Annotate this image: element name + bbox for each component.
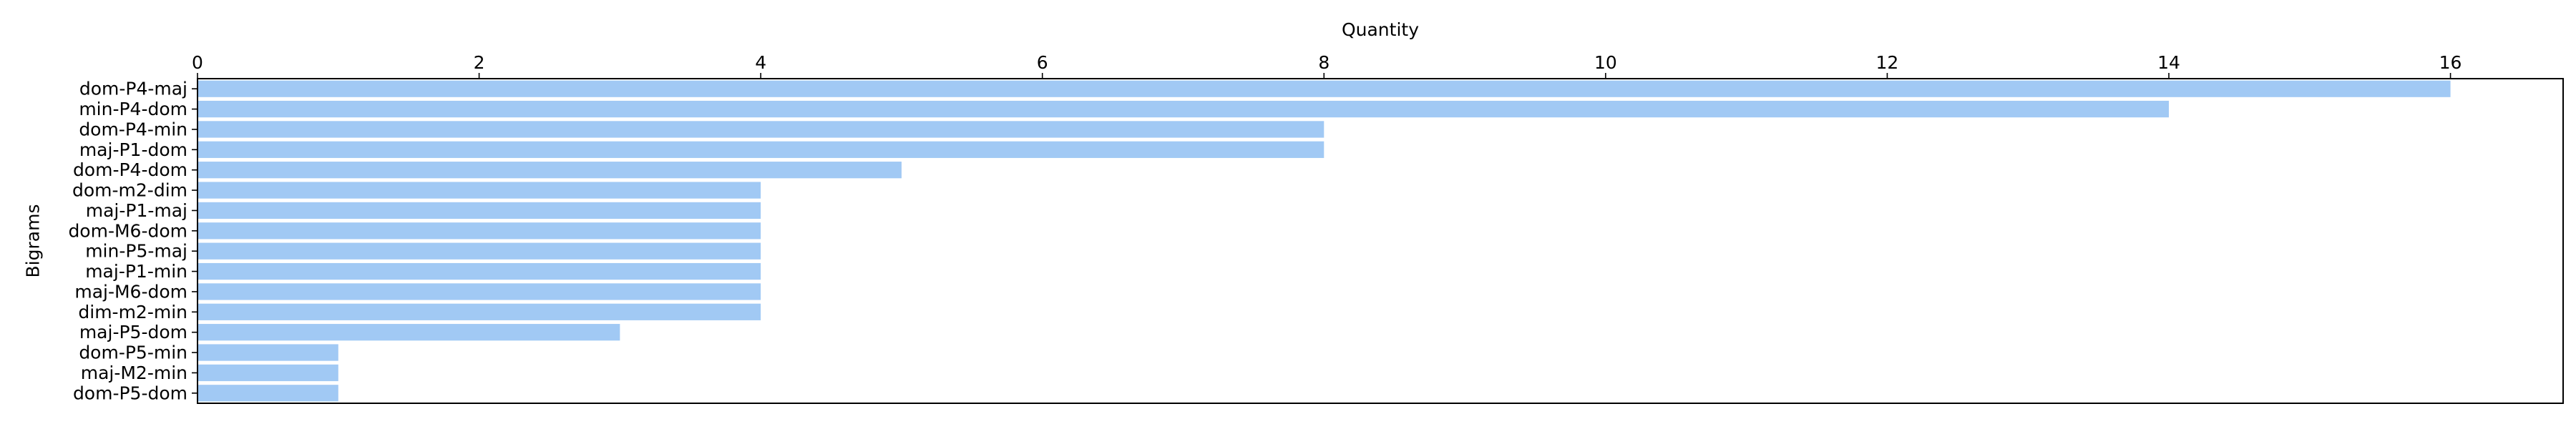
x-axis-ticks: 0 2 4 6 8 10 12 14 16 (192, 52, 2462, 79)
bar-dom-P5-min (197, 344, 338, 361)
bar-min-P5-maj (197, 242, 761, 260)
y-tick-label: maj-P5-dom (79, 322, 187, 342)
plot-frame (197, 78, 2564, 404)
x-tick-label: 2 (474, 52, 485, 73)
y-tick-label: maj-P1-maj (86, 200, 187, 221)
bar-dom-P4-maj (197, 80, 2451, 97)
bar-dom-P5-dom (197, 385, 338, 402)
y-tick-label: dim-m2-min (78, 302, 187, 322)
x-axis-label: Quantity (1342, 19, 1419, 40)
y-tick-label: maj-M2-min (81, 363, 187, 383)
bar-maj-P1-maj (197, 202, 761, 220)
y-tick-label: dom-P5-dom (73, 383, 187, 403)
y-tick-label: dom-P4-dom (73, 159, 187, 180)
y-tick-label: maj-M6-dom (74, 281, 187, 302)
bar-maj-P5-dom (197, 324, 620, 341)
bar-dim-m2-min (197, 303, 761, 320)
y-tick-label: dom-P4-min (79, 119, 187, 139)
y-tick-label: dom-P4-maj (79, 79, 187, 99)
bar-maj-P1-min (197, 262, 761, 280)
x-tick-label: 14 (2157, 52, 2180, 73)
y-tick-label: min-P4-dom (79, 99, 187, 119)
x-tick-label: 12 (1876, 52, 1899, 73)
bar-dom-P4-min (197, 121, 1324, 138)
bar-maj-M2-min (197, 364, 338, 382)
bars-group (197, 80, 2451, 402)
x-tick-label: 6 (1037, 52, 1048, 73)
y-tick-label: dom-P5-min (79, 342, 187, 363)
bar-maj-P1-dom (197, 141, 1324, 158)
x-tick-label: 0 (192, 52, 203, 73)
x-tick-label: 4 (755, 52, 766, 73)
y-tick-label: min-P5-maj (85, 241, 187, 262)
x-tick-label: 10 (1594, 52, 1617, 73)
bar-dom-P4-dom (197, 162, 902, 179)
y-axis-ticks: dom-P4-majmin-P4-domdom-P4-minmaj-P1-dom… (68, 79, 197, 403)
bar-min-P4-dom (197, 100, 2169, 118)
x-tick-label: 16 (2439, 52, 2462, 73)
bar-maj-M6-dom (197, 283, 761, 300)
y-axis-label: Bigrams (23, 204, 44, 278)
bar-dom-m2-dim (197, 182, 761, 199)
bar-dom-M6-dom (197, 222, 761, 240)
y-tick-label: maj-P1-min (85, 261, 187, 282)
y-tick-label: dom-M6-dom (68, 220, 187, 241)
y-tick-label: maj-P1-dom (79, 139, 187, 160)
y-tick-label: dom-m2-dim (72, 180, 187, 201)
x-tick-label: 8 (1318, 52, 1330, 73)
